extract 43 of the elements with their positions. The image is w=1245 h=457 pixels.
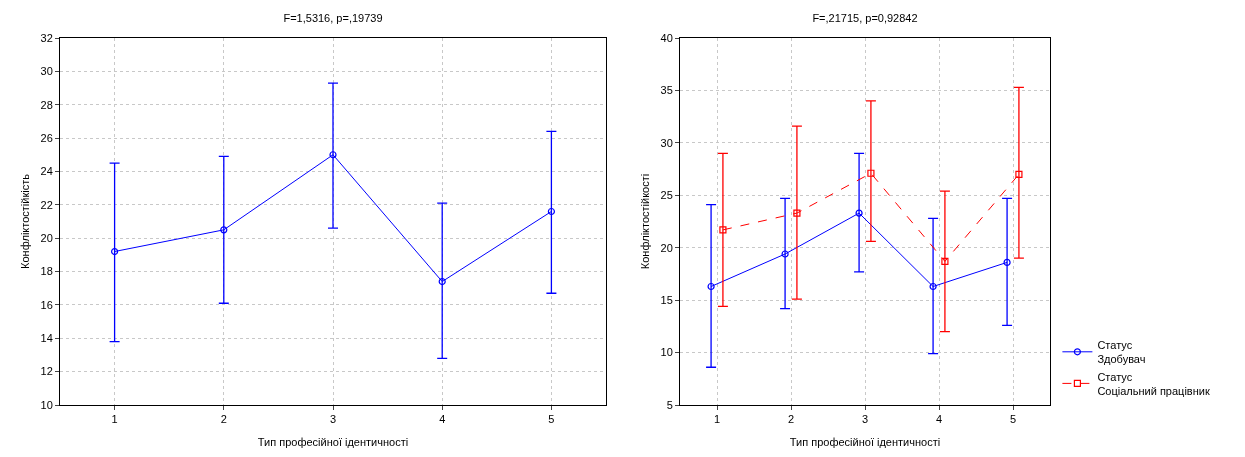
chart-title: F=,21715, p=0,92842 (812, 11, 918, 24)
x-axis-title: Тип професійної ідентичності (789, 436, 941, 449)
point (111, 247, 119, 256)
y-tick-label: 40 (660, 31, 673, 44)
chart-title: F=1,5316, p=,19739 (283, 11, 383, 24)
x-tick-label: 4 (439, 413, 446, 426)
y-tick-label: 35 (660, 84, 673, 97)
y-tick-label: 30 (40, 65, 53, 78)
y-tick-label: 15 (660, 293, 673, 306)
y-axis-title: Конфліктостійкість (19, 173, 32, 269)
x-tick-label: 1 (111, 413, 118, 426)
y-tick-label: 30 (660, 136, 673, 149)
point (220, 226, 228, 234)
legend-label: Статус Здобувач (1097, 338, 1146, 366)
y-axis-title: Конфліктостійкості (639, 173, 652, 270)
y-tick-label: 32 (40, 31, 53, 44)
x-tick-label: 3 (861, 413, 869, 426)
x-axis-title: Тип професійної ідентичності (257, 436, 409, 449)
y-tick-label: 12 (40, 365, 53, 378)
x-tick-label: 1 (713, 413, 721, 426)
point (329, 151, 337, 159)
x-tick-label: 2 (220, 413, 227, 426)
y-tick-label: 10 (660, 346, 673, 359)
y-tick-label: 5 (666, 398, 673, 411)
y-tick-label: 24 (40, 165, 53, 178)
x-tick-label: 3 (329, 413, 337, 426)
y-tick-label: 20 (660, 241, 673, 254)
y-tick-label: 16 (40, 298, 53, 311)
y-tick-label: 26 (40, 131, 53, 144)
y-tick-label: 20 (40, 232, 53, 245)
y-tick-label: 18 (40, 265, 53, 278)
x-tick-label: 5 (548, 413, 555, 426)
y-tick-label: 28 (40, 98, 53, 111)
legend-label: Статус Соціальний працівник (1097, 370, 1210, 397)
y-tick-label: 14 (40, 332, 53, 345)
x-tick-label: 2 (787, 413, 795, 426)
point (438, 277, 446, 286)
y-tick-label: 25 (660, 189, 673, 202)
y-tick-label: 10 (40, 398, 53, 411)
x-tick-label: 5 (1009, 413, 1017, 426)
x-tick-label: 4 (935, 413, 943, 426)
y-tick-label: 22 (40, 198, 53, 211)
point (547, 207, 555, 216)
